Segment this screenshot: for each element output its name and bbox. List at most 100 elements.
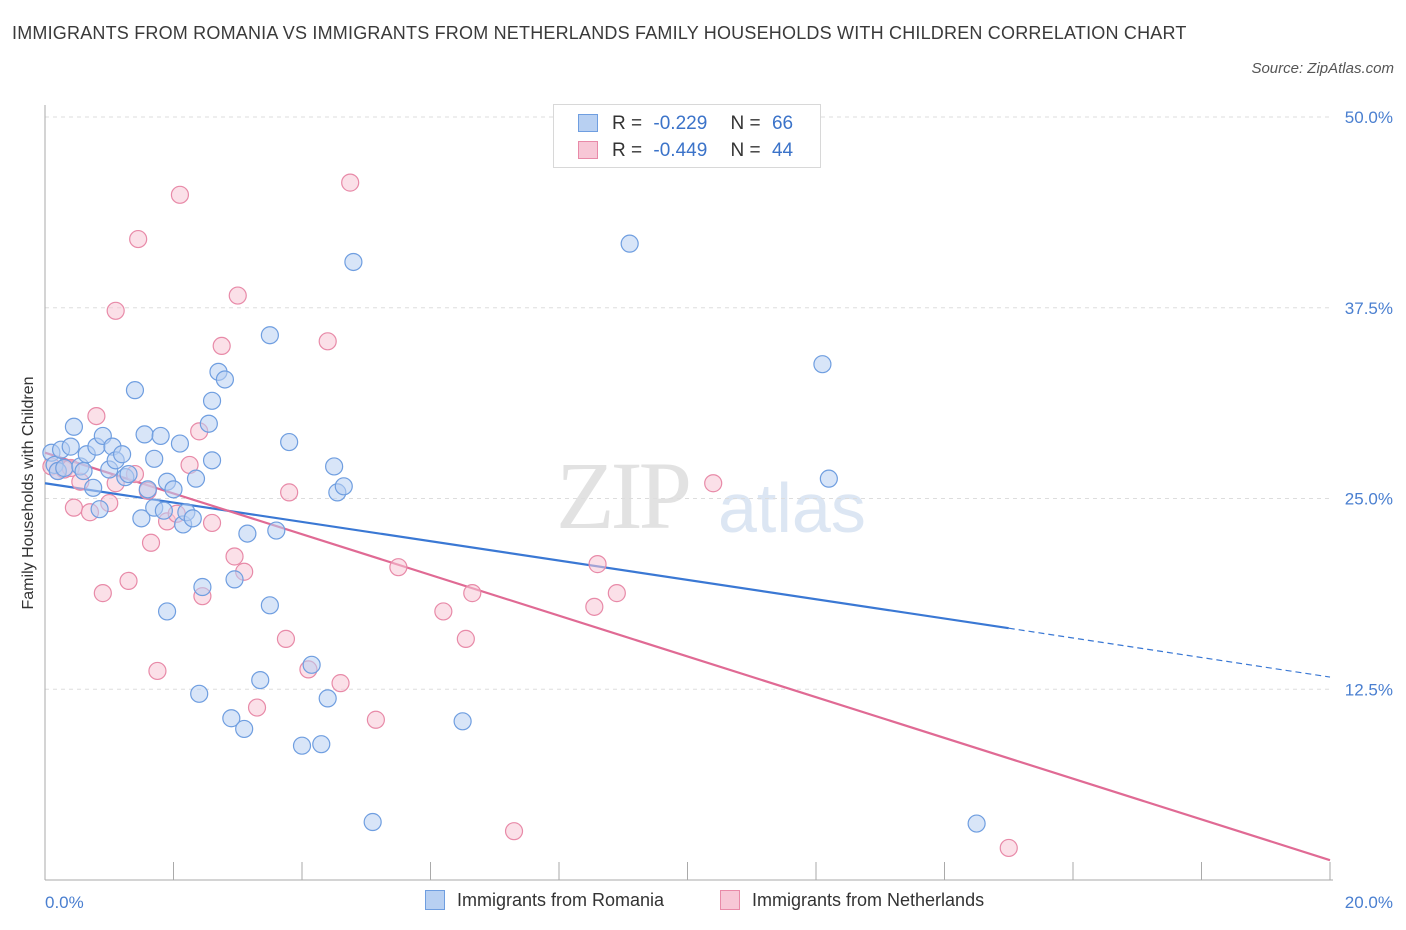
romania-point [61, 437, 80, 456]
tick-labels: 12.5% 25.0% 37.5% 50.0% 0.0% 20.0% [45, 108, 1393, 912]
romania-point [64, 417, 84, 436]
romania-point [215, 370, 234, 389]
x-tick-label: 20.0% [1345, 893, 1393, 912]
romania-point [183, 509, 202, 528]
netherlands-point [202, 513, 222, 533]
netherlands-point [341, 173, 360, 192]
netherlands-point [93, 584, 112, 603]
romania-point [186, 469, 206, 488]
romania-point [318, 689, 337, 708]
romania-point [453, 712, 472, 731]
romania-point [267, 521, 286, 540]
legend-n-label: N = [730, 140, 761, 161]
netherlands-point [504, 822, 524, 841]
romania-point [334, 477, 353, 496]
netherlands-point [389, 558, 408, 577]
romania-point [260, 596, 279, 615]
netherlands-point [228, 286, 247, 305]
x-tick-label: 0.0% [45, 893, 84, 912]
romania-point [151, 426, 170, 446]
netherlands-point [463, 584, 482, 603]
y-tick-label: 12.5% [1345, 680, 1393, 699]
netherlands-point [225, 547, 244, 566]
netherlands-point [170, 185, 190, 204]
netherlands-point [366, 710, 385, 729]
romania-point [164, 480, 183, 499]
romania-point [202, 451, 222, 470]
romania-point [199, 414, 218, 433]
romania-point [813, 355, 832, 374]
netherlands-point [999, 838, 1018, 858]
romania-point [260, 326, 279, 345]
trend-lines [44, 451, 1331, 862]
romania-point [145, 449, 164, 468]
romania-point [55, 458, 74, 478]
netherlands-point [247, 698, 267, 717]
romania-trend-extension [1008, 627, 1331, 678]
legend-n-value: 66 [771, 113, 794, 134]
netherlands-point [434, 602, 453, 621]
romania-point [238, 524, 257, 543]
legend-r-value: -0.449 [653, 140, 708, 161]
legend-row-netherlands: R = -0.449 N = 44 [578, 140, 793, 166]
y-tick-label: 50.0% [1345, 108, 1393, 127]
netherlands-point [276, 629, 296, 648]
romania-point [135, 425, 154, 444]
netherlands-point [588, 555, 607, 574]
bottom-legend-romania: Immigrants from Romania [425, 890, 664, 911]
legend-r-value: -0.229 [653, 113, 708, 134]
romania-legend-label: Immigrants from Romania [457, 890, 665, 910]
netherlands-legend-swatch [720, 890, 740, 910]
netherlands-point [585, 597, 604, 616]
bottom-legend-netherlands: Immigrants from Netherlands [720, 890, 984, 911]
netherlands-point [64, 498, 84, 517]
romania-point [620, 234, 639, 253]
romania-point [190, 684, 209, 703]
romania-point [138, 480, 157, 499]
legend-n-value: 44 [771, 140, 794, 161]
grid-lines [45, 116, 1330, 690]
romania-point [280, 432, 299, 452]
netherlands-swatch [578, 141, 598, 159]
romania-swatch [578, 114, 598, 132]
source-label: Source: ZipAtlas.com [1251, 60, 1394, 77]
romania-point [292, 736, 312, 755]
romania-point [344, 252, 363, 272]
romania-point [222, 709, 241, 728]
netherlands-point [607, 584, 626, 603]
watermark-zip: ZIP [556, 442, 692, 549]
netherlands-point [119, 571, 138, 591]
romania-point [132, 509, 151, 528]
y-tick-label: 37.5% [1345, 299, 1393, 318]
romania-point [157, 602, 177, 621]
correlation-legend: R = -0.229 N = 66 R = -0.449 N = 44 [553, 104, 821, 168]
netherlands-point [704, 474, 723, 493]
romania-point [325, 457, 344, 476]
axes [44, 105, 1333, 881]
romania-point [302, 655, 321, 674]
legend-row-romania: R = -0.229 N = 66 [578, 113, 793, 139]
romania-point [225, 570, 244, 589]
legend-r-label: R = [612, 140, 643, 161]
romania-point [154, 501, 173, 520]
romania-point [125, 381, 145, 400]
netherlands-point [87, 406, 106, 426]
romania-point [170, 434, 190, 453]
romania-point [312, 735, 331, 754]
romania-point [819, 469, 838, 488]
netherlands-trend-line [44, 451, 1331, 862]
netherlands-legend-label: Immigrants from Netherlands [752, 890, 985, 910]
y-tick-label: 25.0% [1345, 490, 1393, 509]
romania-point [84, 478, 103, 497]
netherlands-point [148, 661, 167, 681]
romania-trend-line [44, 482, 1009, 630]
netherlands-point [212, 336, 231, 355]
romania-point [251, 670, 270, 690]
netherlands-point [331, 674, 350, 693]
y-axis-label: Family Households with Children [20, 377, 37, 610]
netherlands-point [280, 483, 299, 502]
romania-point [235, 719, 254, 739]
netherlands-point [129, 229, 148, 249]
netherlands-point [141, 533, 161, 552]
